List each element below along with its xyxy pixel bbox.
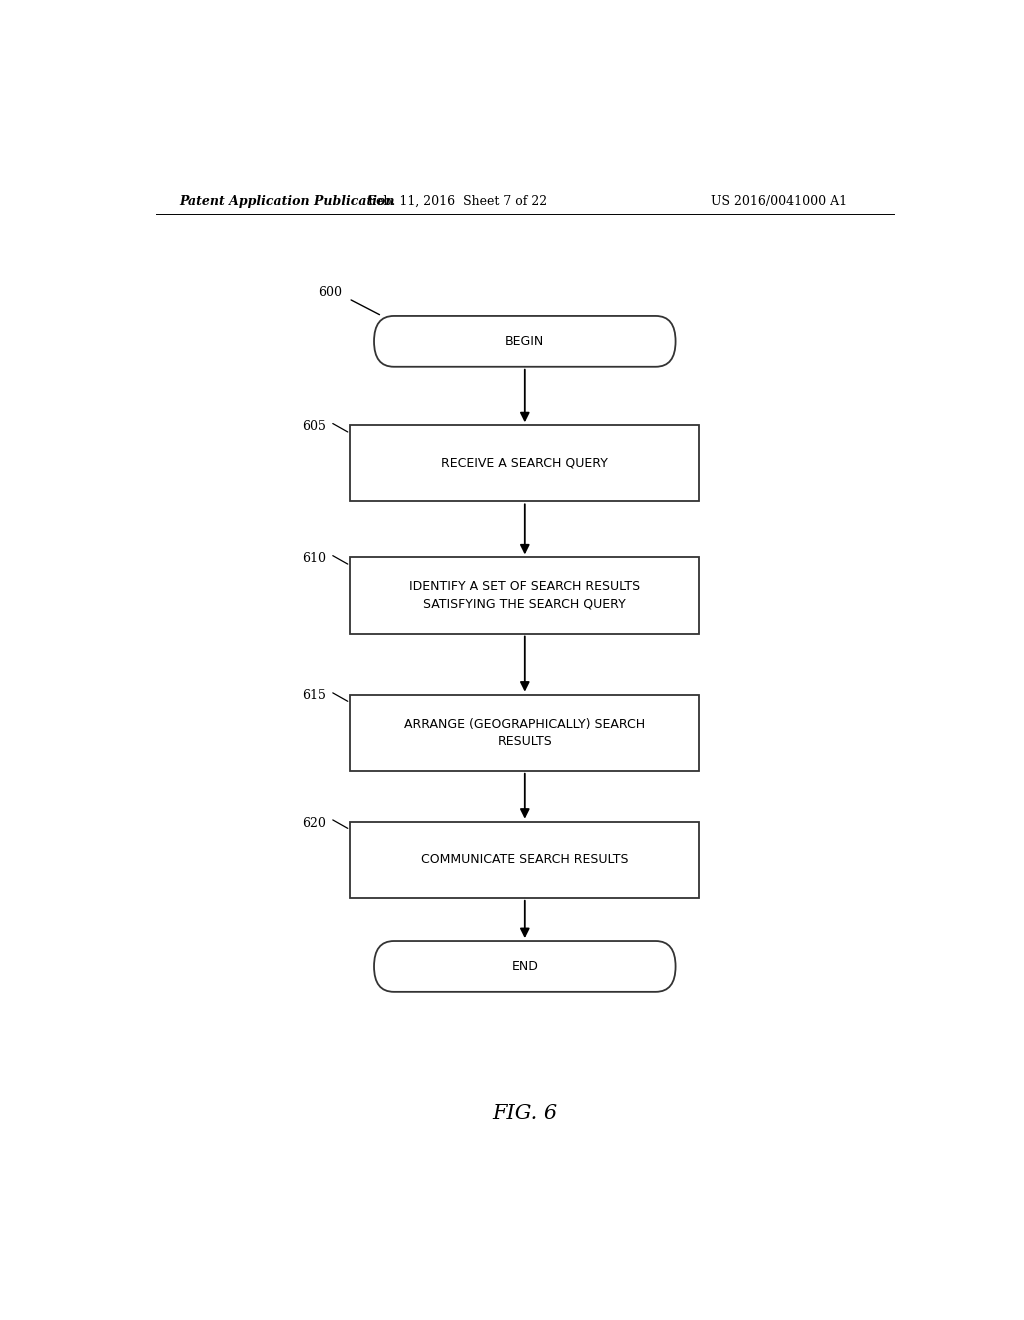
Text: 620: 620 xyxy=(302,817,327,829)
Text: US 2016/0041000 A1: US 2016/0041000 A1 xyxy=(711,194,847,207)
Text: RECEIVE A SEARCH QUERY: RECEIVE A SEARCH QUERY xyxy=(441,457,608,470)
FancyBboxPatch shape xyxy=(350,425,699,502)
Text: Feb. 11, 2016  Sheet 7 of 22: Feb. 11, 2016 Sheet 7 of 22 xyxy=(368,194,547,207)
Text: 615: 615 xyxy=(302,689,327,702)
Text: 605: 605 xyxy=(302,420,327,433)
Text: 610: 610 xyxy=(302,552,327,565)
Text: ARRANGE (GEOGRAPHICALLY) SEARCH
RESULTS: ARRANGE (GEOGRAPHICALLY) SEARCH RESULTS xyxy=(404,718,645,747)
FancyBboxPatch shape xyxy=(374,941,676,991)
Text: Patent Application Publication: Patent Application Publication xyxy=(179,194,395,207)
FancyBboxPatch shape xyxy=(374,315,676,367)
FancyBboxPatch shape xyxy=(350,821,699,898)
FancyBboxPatch shape xyxy=(350,557,699,634)
Text: IDENTIFY A SET OF SEARCH RESULTS
SATISFYING THE SEARCH QUERY: IDENTIFY A SET OF SEARCH RESULTS SATISFY… xyxy=(410,581,640,610)
Text: FIG. 6: FIG. 6 xyxy=(493,1105,557,1123)
Text: BEGIN: BEGIN xyxy=(505,335,545,348)
Text: COMMUNICATE SEARCH RESULTS: COMMUNICATE SEARCH RESULTS xyxy=(421,853,629,866)
FancyBboxPatch shape xyxy=(350,694,699,771)
Text: END: END xyxy=(511,960,539,973)
Text: 600: 600 xyxy=(318,286,342,300)
